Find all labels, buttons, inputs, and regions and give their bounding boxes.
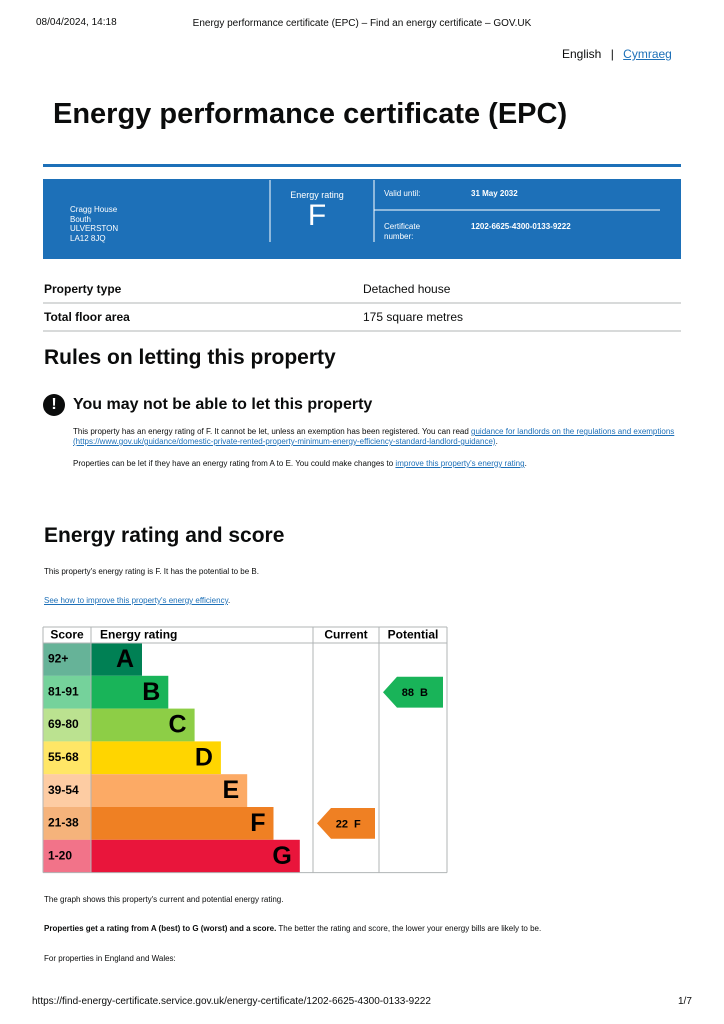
section-heading: Rules on letting this property (44, 346, 336, 369)
column-header: Score (50, 628, 84, 642)
score-cell (43, 708, 91, 742)
arrow-letter: B (420, 687, 428, 699)
rating-bar (91, 774, 248, 807)
language-switch: English | Cymraeg (562, 47, 672, 61)
rating-letter: G (272, 842, 291, 870)
print-date: 08/04/2024, 14:18 (36, 17, 117, 28)
language-link[interactable]: Cymraeg (623, 47, 672, 61)
property-label: Property type (44, 282, 122, 296)
rating-letter: A (116, 645, 134, 673)
score-cell (43, 807, 91, 840)
rating-bar (91, 741, 221, 775)
text: This property has an energy rating of F.… (73, 427, 472, 436)
warning-icon (43, 394, 65, 416)
rating-letter: C (169, 711, 187, 739)
address-line: Cragg House (70, 205, 118, 214)
address-line: LA12 8JQ (70, 233, 106, 243)
property-label: Total floor area (44, 310, 130, 324)
bold-text: Properties get a rating from A (best) to… (44, 924, 277, 933)
text: . (495, 437, 498, 446)
print-title: Energy performance certificate (EPC) – F… (192, 18, 532, 29)
address: Cragg House Bouth ULVERSTON LA12 8JQ (70, 205, 118, 243)
text: . (228, 596, 231, 605)
paragraph: This property has an energy rating of F.… (73, 427, 678, 447)
paragraph: Properties can be let if they have an en… (73, 459, 678, 469)
score-label: 21-38 (48, 816, 79, 830)
link[interactable]: improve this property's energy rating (395, 459, 525, 468)
rating-arrow (317, 808, 375, 839)
language-current: English (562, 47, 602, 61)
paragraph: Properties get a rating from A (best) to… (44, 924, 541, 934)
rating-letter: B (142, 678, 160, 706)
score-label: 69-80 (48, 717, 79, 731)
paragraph: The graph shows this property's current … (44, 895, 284, 904)
score-label: 55-68 (48, 750, 79, 764)
summary-box (43, 179, 681, 259)
score-label: 39-54 (48, 783, 79, 797)
top-rule (43, 164, 681, 167)
text: . (524, 459, 527, 468)
page-title: Energy performance certificate (EPC) (53, 98, 568, 130)
column-header: Potential (388, 628, 439, 642)
rating-bar (91, 807, 274, 840)
print-url: https://find-energy-certificate.service.… (32, 996, 431, 1007)
score-cell (43, 741, 91, 775)
valid-date: 31 May 2032 (471, 189, 518, 198)
valid-label: Valid until: (384, 189, 421, 198)
warning-text: You may not be able to let this property (73, 396, 373, 413)
score-cell (43, 643, 91, 676)
score-label: 92+ (48, 652, 68, 666)
print-page: 1/7 (678, 996, 692, 1007)
rating-bar (91, 839, 300, 873)
paragraph: This property's energy rating is F. It h… (44, 567, 259, 576)
rating-label: Energy rating (290, 190, 344, 200)
warning-icon-mark: ! (51, 396, 56, 413)
score-label: 1-20 (48, 848, 72, 862)
certificate-label: Certificate number: (384, 222, 421, 241)
score-cell (43, 774, 91, 807)
column-header: Current (324, 628, 367, 642)
property-value: 175 square metres (363, 310, 464, 324)
rating-letter: F (250, 809, 265, 837)
link[interactable]: guidance for landlords on the regulation… (73, 427, 675, 446)
rating-letter: E (223, 776, 240, 804)
certificate-number: 1202-6625-4300-0133-9222 (471, 222, 571, 231)
rating-letter: D (195, 743, 213, 771)
paragraph: For properties in England and Wales: (44, 954, 176, 963)
column-header: Energy rating (100, 628, 177, 642)
rating-bar (91, 708, 195, 742)
rating-bar (91, 643, 142, 676)
rating-bar (91, 675, 169, 709)
score-cell (43, 675, 91, 709)
language-separator: | (610, 47, 614, 61)
address-line: Bouth (70, 214, 91, 224)
score-label: 81-91 (48, 684, 79, 698)
address-line: ULVERSTON (70, 224, 119, 233)
arrow-score: 22 (336, 818, 348, 830)
rating-arrow (383, 676, 443, 708)
score-cell (43, 839, 91, 873)
property-value: Detached house (363, 282, 451, 296)
section-heading: Energy rating and score (44, 524, 285, 547)
link[interactable]: See how to improve this property's energ… (44, 596, 228, 605)
arrow-score: 88 (402, 687, 414, 699)
text: The better the rating and score, the low… (276, 924, 542, 933)
rating-letter: F (307, 199, 327, 232)
paragraph: See how to improve this property's energ… (44, 596, 230, 606)
text: Properties can be let if they have an en… (73, 459, 396, 468)
arrow-letter: F (354, 818, 361, 830)
